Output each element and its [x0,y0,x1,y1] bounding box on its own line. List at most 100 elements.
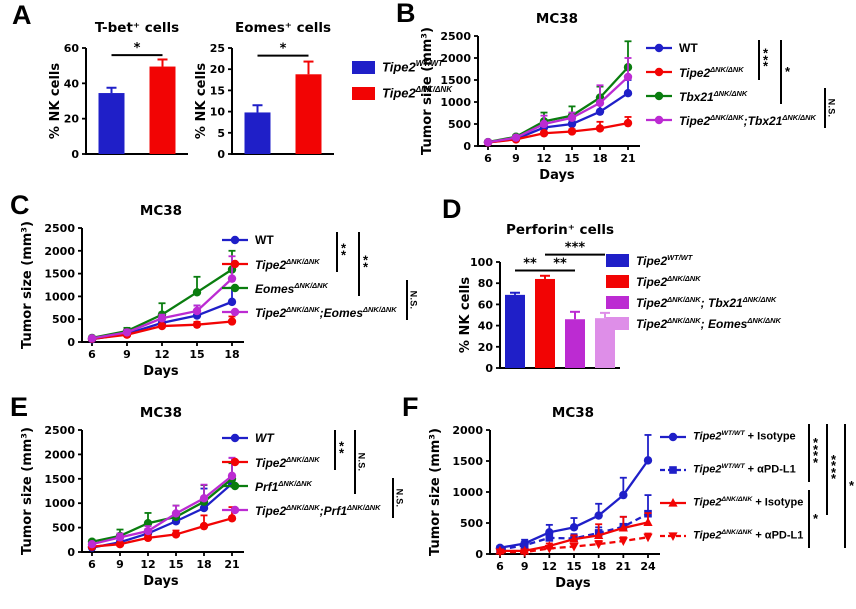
legend-item: Tipe2ΔNK/ΔNK [646,60,816,84]
svg-text:20: 20 [210,63,226,76]
legend-label: Tipe2ΔNK/ΔNK [382,85,453,101]
swatch-legend-marker [606,275,629,288]
legend-label: Tipe2WT/WT + αPD-L1 [693,462,796,476]
significance-label: N.S. [826,98,837,118]
legend-item: Tipe2ΔNK/ΔNK;Tbx21ΔNK/ΔNK [646,108,816,132]
circle-legend-marker [646,114,672,126]
circle-legend-marker [222,258,248,270]
circle-legend-marker [222,282,248,294]
significance-bracket: * [844,424,856,548]
svg-text:21: 21 [616,560,631,573]
legend-item: Tipe2WT/WT + αPD-L1 [660,453,803,486]
svg-text:1000: 1000 [44,290,75,303]
legend-label: Tipe2ΔNK/ΔNK;Prf1ΔNK/ΔNK [255,502,381,518]
svg-text:21: 21 [620,152,635,165]
svg-text:21: 21 [224,558,239,571]
svg-text:20: 20 [64,113,80,126]
panel-c-legend: WT Tipe2ΔNK/ΔNK EomesΔNK/ΔNK Tipe2ΔNK/ΔNK;E… [222,228,418,324]
legend-label: Tipe2ΔNK/ΔNK [255,454,320,470]
panel-d-legend: Tipe2WT/WT Tipe2ΔNK/ΔNK Tipe2ΔNK/ΔNK; Tbx2… [606,250,781,334]
panel-label-e: E [10,392,29,422]
tbet-bar-chart: T-bet⁺ cells 0 20 40 60% NK cells * [46,18,196,173]
svg-text:Days: Days [143,364,179,379]
significance-label: * [813,510,819,526]
eomes-bar-chart: Eomes⁺ cells 0 5 10 15 20 25% NK cells * [192,18,342,173]
legend-label: Tipe2ΔNK/ΔNK [679,64,744,80]
significance-bracket: * * [358,232,376,296]
panel-label-a: A [12,0,32,30]
swatch-legend-marker [352,86,375,100]
svg-text:15: 15 [210,84,225,97]
svg-text:Days: Days [143,574,179,589]
svg-text:% NK cells: % NK cells [48,63,63,139]
svg-text:2500: 2500 [440,30,471,43]
panel-b-line-chart: MC38 0 500 1000 1500 2000 2500 6 9 12 15 18 21 Days Tu… [418,10,650,197]
legend-item: Prf1ΔNK/ΔNK [222,474,381,498]
svg-text:10: 10 [210,106,226,119]
svg-text:1000: 1000 [452,486,483,499]
legend-item: EomesΔNK/ΔNK [222,276,397,300]
svg-text:*: * [134,41,141,56]
svg-text:15: 15 [168,558,183,571]
legend-label: Tipe2ΔNK/ΔNK + αPD-L1 [693,528,804,542]
svg-text:Days: Days [555,576,591,591]
legend-label: WT [255,431,274,445]
svg-text:40: 40 [64,77,80,90]
svg-text:12: 12 [542,560,557,573]
svg-text:0: 0 [67,546,75,559]
svg-text:Perforin⁺ cells: Perforin⁺ cells [506,222,614,238]
svg-text:1500: 1500 [44,473,75,486]
svg-text:60: 60 [64,42,80,55]
significance-label: * [849,477,855,493]
legend-item: Tipe2ΔNK/ΔNK; EomesΔNK/ΔNK [606,313,781,334]
svg-text:9: 9 [116,558,124,571]
svg-text:500: 500 [448,118,471,131]
panel-label-c: C [10,190,30,220]
svg-text:% NK cells: % NK cells [458,277,473,353]
circle-legend-marker [222,480,248,492]
legend-item: Tipe2ΔNK/ΔNK [222,450,381,474]
svg-text:18: 18 [224,348,239,361]
svg-text:5: 5 [217,127,225,140]
svg-text:2000: 2000 [452,424,483,437]
svg-text:500: 500 [52,522,75,535]
svg-text:9: 9 [512,152,520,165]
circle-legend-marker [222,306,248,318]
swatch-legend-marker [606,317,629,330]
legend-label: EomesΔNK/ΔNK [255,280,328,296]
svg-text:0: 0 [485,362,493,375]
significance-label: N.S. [394,488,405,508]
svg-text:MC38: MC38 [536,11,578,27]
svg-text:60: 60 [478,298,494,311]
svg-text:1500: 1500 [440,74,471,87]
legend-label: WT [255,233,274,247]
significance-bracket: N.S. [406,280,424,320]
swatch-legend-marker [606,296,629,309]
svg-text:12: 12 [140,558,155,571]
svg-text:15: 15 [189,348,204,361]
svg-text:Tumor size (mm³): Tumor size (mm³) [20,427,35,555]
legend-item: Tbx21ΔNK/ΔNK [646,84,816,108]
legend-label: Tipe2ΔNK/ΔNK;Tbx21ΔNK/ΔNK [679,112,816,128]
svg-text:2000: 2000 [440,52,471,65]
legend-label: Tipe2ΔNK/ΔNK; EomesΔNK/ΔNK [636,316,781,331]
significance-label: * [785,63,791,79]
circle-legend-marker [222,504,248,516]
significance-bracket: * * * * [826,424,844,515]
panel-b-legend: WT Tipe2ΔNK/ΔNK Tbx21ΔNK/ΔNK Tipe2ΔNK/ΔNK;T… [646,36,836,132]
panel-a-legend: Tipe2WT/WT Tipe2ΔNK/ΔNK [352,54,452,106]
svg-text:**: ** [553,256,567,271]
significance-label: * * [339,438,345,460]
svg-text:MC38: MC38 [140,203,182,219]
svg-text:1000: 1000 [44,497,75,510]
square-legend-marker [660,464,686,476]
svg-text:2500: 2500 [44,222,75,235]
circle-legend-marker [646,66,672,78]
significance-bracket: N.S. [354,430,372,494]
svg-text:*: * [280,42,287,57]
panel-f-legend: Tipe2WT/WT + Isotype Tipe2WT/WT + αPD-L1 T… [660,420,854,552]
panel-c-line-chart: MC38 0 500 1000 1500 2000 2500 6 9 12 15 18 Days Tumo… [18,202,254,393]
svg-text:6: 6 [88,558,96,571]
panel-e-line-chart: MC38 0 500 1000 1500 2000 2500 6 9 12 15 18 21 Days Tu… [18,404,254,605]
